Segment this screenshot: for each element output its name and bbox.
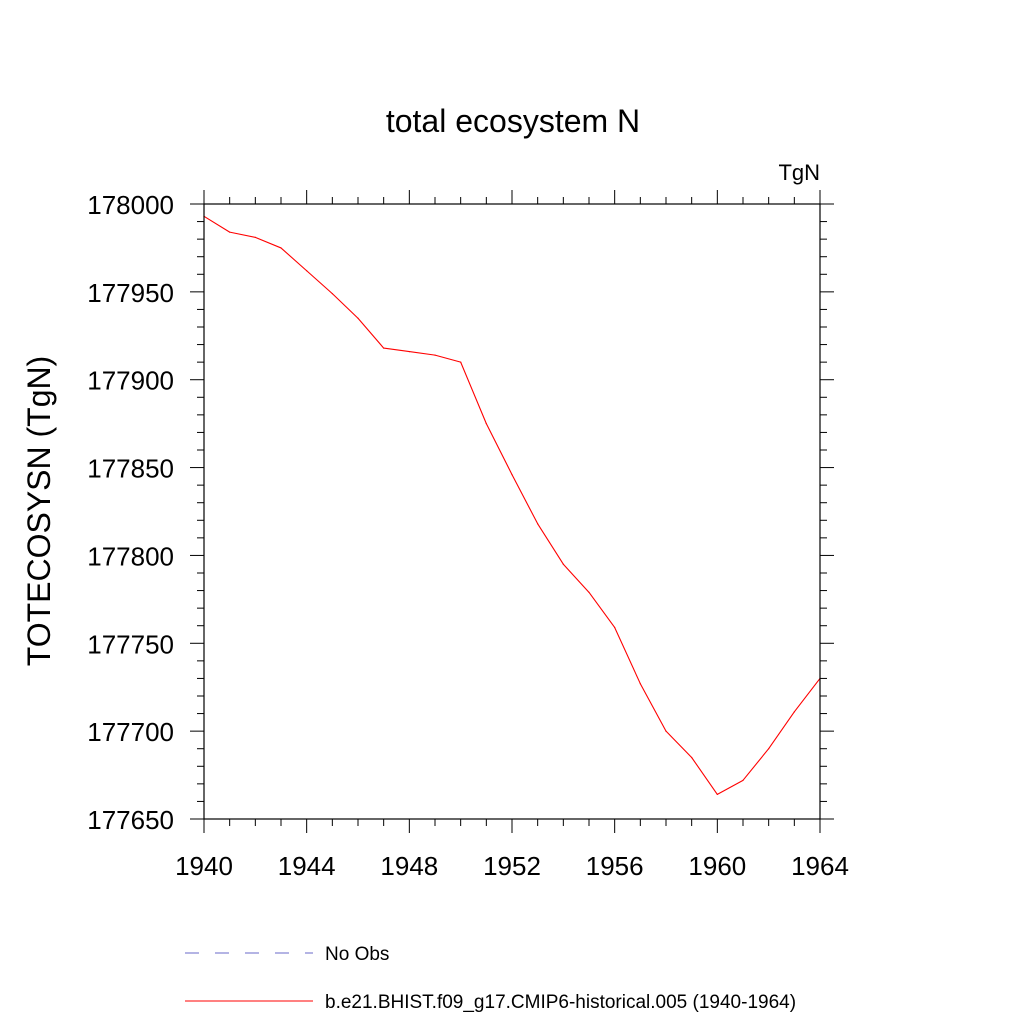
- y-tick-labels: 177650 177700 177750 177800 177850 177900 1779…: [87, 190, 174, 835]
- x-tick-label: 1948: [380, 851, 438, 881]
- major-ticks: [190, 190, 834, 833]
- chart-title: total ecosystem N: [386, 103, 640, 139]
- data-point: [460, 361, 462, 363]
- x-tick-label: 1960: [688, 851, 746, 881]
- series-layer: [203, 215, 821, 796]
- data-point: [434, 354, 436, 356]
- data-point: [639, 683, 641, 685]
- x-tick-label: 1952: [483, 851, 541, 881]
- y-tick-label: 177850: [87, 454, 174, 484]
- data-point: [716, 793, 718, 796]
- data-point: [229, 231, 231, 233]
- y-tick-label: 177650: [87, 805, 174, 835]
- plot-frame: [203, 203, 821, 820]
- x-tick-label: 1940: [175, 851, 233, 881]
- y-tick-label: 177800: [87, 541, 174, 571]
- data-point: [254, 236, 256, 238]
- data-point: [768, 748, 770, 750]
- y-tick-label: 177900: [87, 366, 174, 396]
- data-point: [485, 423, 487, 425]
- series-line-1: [203, 215, 821, 795]
- legend-label-no-obs: No Obs: [325, 944, 389, 965]
- x-tick-label: 1956: [586, 851, 644, 881]
- x-tick-labels: 1940 1944 1948 1952 1956 1960 1964: [175, 851, 849, 881]
- minor-ticks: [197, 197, 827, 826]
- y-tick-label: 177950: [87, 278, 174, 308]
- data-point: [588, 591, 590, 593]
- y-tick-label: 177700: [87, 717, 174, 747]
- data-point: [408, 351, 410, 353]
- legend: No Obs b.e21.BHIST.f09_g17.CMIP6-histori…: [185, 944, 796, 1013]
- data-point: [742, 779, 744, 781]
- y-axis-label: TOTECOSYSN (TgN): [21, 356, 57, 667]
- data-point: [306, 270, 308, 272]
- data-point: [793, 711, 795, 713]
- units-label: TgN: [778, 160, 820, 185]
- data-point: [331, 293, 333, 295]
- data-point: [691, 756, 693, 759]
- data-point: [665, 730, 667, 732]
- data-point: [537, 523, 539, 525]
- y-tick-label: 178000: [87, 190, 174, 220]
- data-point: [614, 626, 616, 629]
- y-tick-label: 177750: [87, 629, 174, 659]
- x-tick-label: 1964: [791, 851, 849, 881]
- legend-label-model-run: b.e21.BHIST.f09_g17.CMIP6-historical.005…: [325, 992, 796, 1013]
- x-tick-label: 1944: [278, 851, 336, 881]
- data-point: [511, 474, 513, 476]
- data-point: [562, 563, 564, 565]
- data-point: [383, 347, 385, 349]
- data-point: [280, 247, 282, 249]
- data-point: [357, 317, 359, 319]
